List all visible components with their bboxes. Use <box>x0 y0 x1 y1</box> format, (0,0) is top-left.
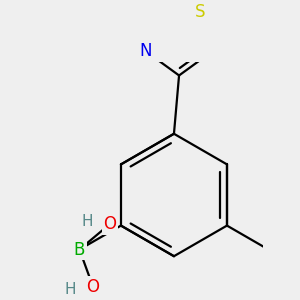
Text: N: N <box>139 42 152 60</box>
Text: H: H <box>65 282 76 297</box>
Text: B: B <box>74 241 85 259</box>
Text: O: O <box>87 278 100 296</box>
Text: S: S <box>194 3 205 21</box>
Text: H: H <box>82 214 93 229</box>
Text: O: O <box>103 215 116 233</box>
